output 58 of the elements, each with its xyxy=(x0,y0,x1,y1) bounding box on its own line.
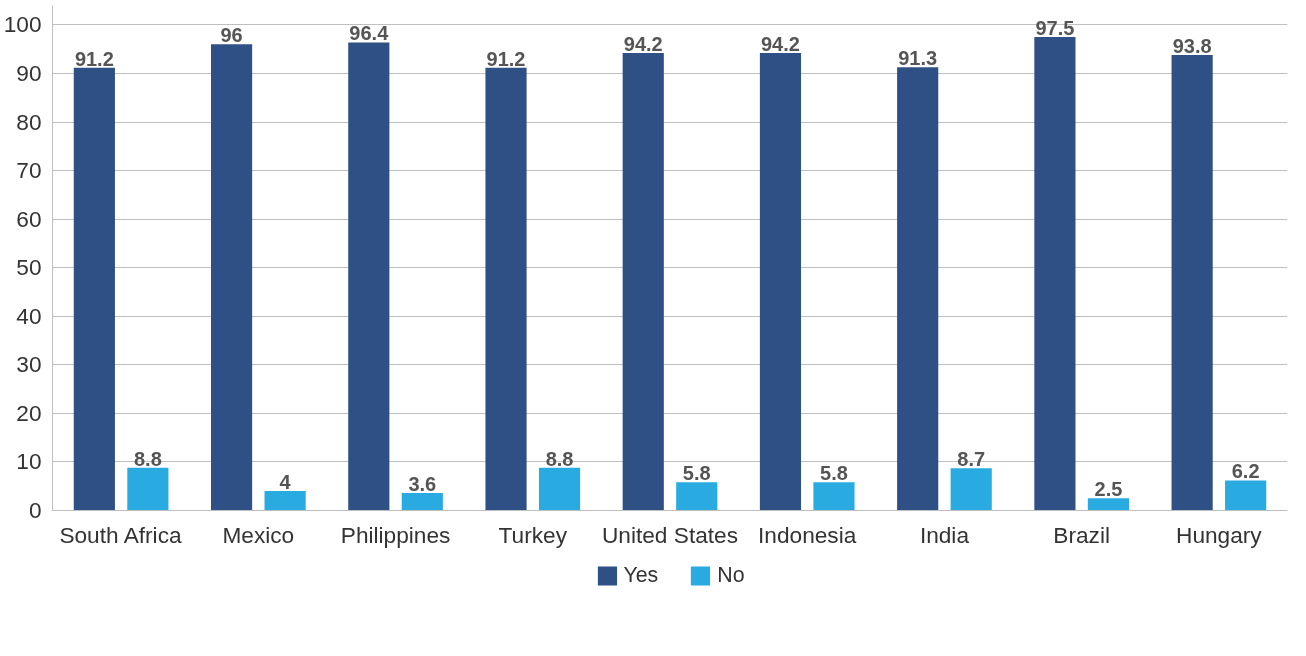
bar xyxy=(1034,37,1076,511)
x-tick-label: Hungary xyxy=(1176,521,1263,548)
x-tick-label: India xyxy=(919,521,970,548)
bar xyxy=(1087,498,1130,511)
y-tick-label: 50 xyxy=(16,254,42,281)
y-tick-label: 70 xyxy=(16,157,42,184)
y-tick-label: 10 xyxy=(16,448,42,475)
bar xyxy=(538,467,581,511)
y-tick-label: 60 xyxy=(16,205,42,232)
data-label: 2.5 xyxy=(1094,478,1123,501)
data-label: 91.2 xyxy=(486,47,526,70)
data-label: 4 xyxy=(279,471,292,494)
bar xyxy=(210,44,253,511)
y-tick-label: 0 xyxy=(28,497,42,523)
data-label: 94.2 xyxy=(623,33,663,56)
bar xyxy=(485,67,527,511)
data-label: 97.5 xyxy=(1035,17,1075,40)
legend-label: No xyxy=(717,562,745,588)
bar xyxy=(950,468,992,511)
y-tick-label: 90 xyxy=(16,59,42,86)
data-label: 93.8 xyxy=(1172,35,1212,58)
data-label: 8.8 xyxy=(545,447,574,470)
y-tick-label: 30 xyxy=(16,351,42,378)
bar xyxy=(676,482,718,511)
x-tick-label: Philippines xyxy=(340,521,451,548)
data-label: 91.3 xyxy=(898,47,938,70)
data-label: 94.2 xyxy=(761,33,800,56)
bar xyxy=(897,67,939,511)
x-tick-label: United States xyxy=(601,521,739,548)
y-tick-label: 40 xyxy=(16,302,42,329)
bar xyxy=(348,42,390,511)
x-tick-label: Mexico xyxy=(222,521,295,548)
bar xyxy=(127,467,169,511)
bar xyxy=(759,53,802,511)
bar xyxy=(401,493,443,511)
x-tick-label: Brazil xyxy=(1053,521,1110,548)
legend-label: Yes xyxy=(623,562,659,588)
data-label: 5.8 xyxy=(820,462,848,485)
data-label: 96.4 xyxy=(349,22,390,45)
bar xyxy=(622,53,664,511)
y-tick-label: 20 xyxy=(16,399,42,426)
x-tick-label: Turkey xyxy=(498,521,568,548)
data-label: 5.8 xyxy=(682,462,711,485)
bar xyxy=(73,67,115,511)
bar xyxy=(1225,480,1267,511)
data-label: 3.6 xyxy=(408,473,437,496)
data-label: 8.8 xyxy=(133,447,162,470)
bar xyxy=(264,491,306,511)
x-tick-label: South Africa xyxy=(59,521,182,548)
data-label: 6.2 xyxy=(1231,460,1260,483)
bar xyxy=(813,482,855,511)
y-tick-label: 80 xyxy=(16,108,42,135)
data-label: 8.7 xyxy=(957,448,986,471)
bar xyxy=(1171,55,1213,511)
x-tick-label: Indonesia xyxy=(758,521,857,548)
data-label: 96 xyxy=(220,24,243,47)
y-tick-label: 100 xyxy=(3,11,42,38)
data-label: 91.2 xyxy=(74,47,114,70)
